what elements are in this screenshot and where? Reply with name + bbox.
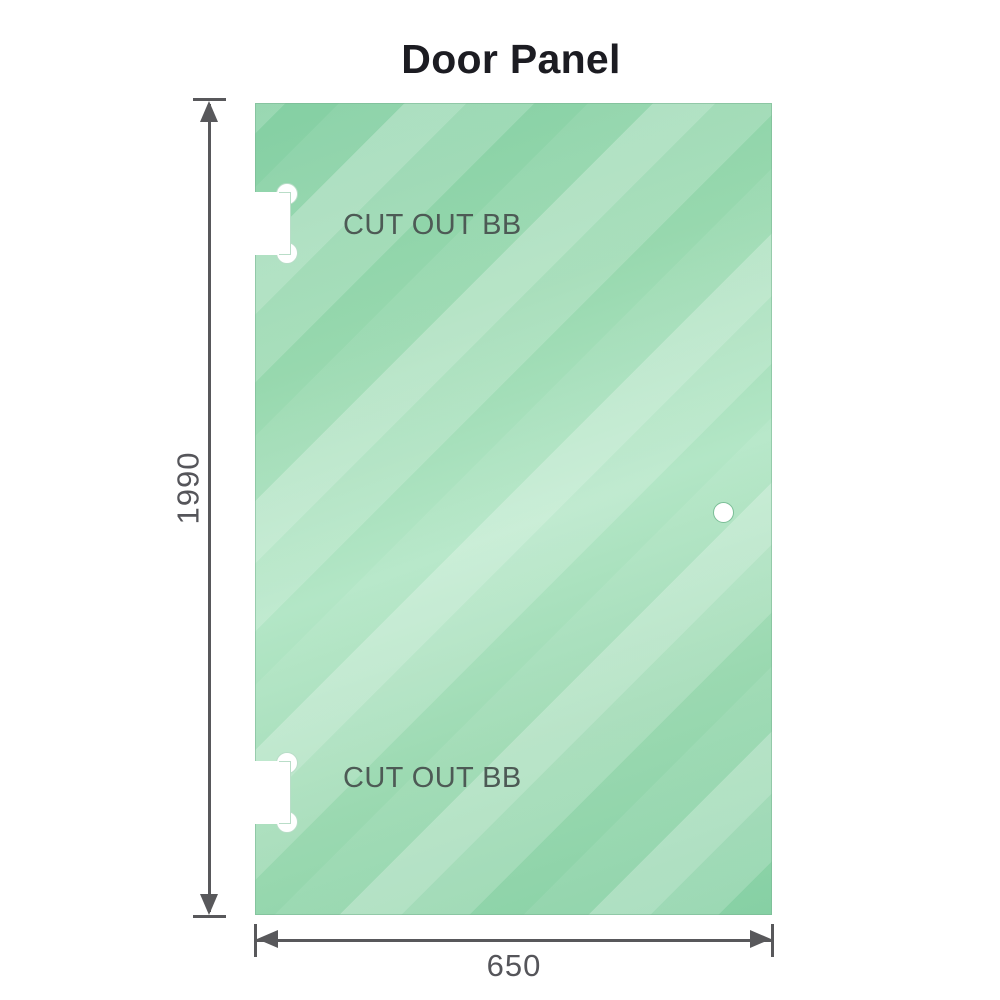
page-title: Door Panel: [401, 36, 621, 82]
hinge-cutout-bottom: [255, 752, 298, 833]
cutout-label-bottom: CUT OUT BB: [343, 762, 522, 794]
arrow-down-icon: [200, 894, 218, 915]
glass-surface: [255, 103, 772, 915]
cutout-edge-patch: [255, 761, 279, 824]
dimension-line-shaft: [256, 939, 772, 942]
arrow-right-icon: [750, 930, 771, 948]
dimension-cap-right: [771, 924, 774, 957]
arrow-up-icon: [200, 101, 218, 122]
dimension-line-shaft: [208, 104, 211, 912]
dimension-cap-bottom: [193, 915, 226, 918]
handle-hole-icon: [713, 502, 734, 523]
width-dimension-label: 650: [486, 948, 542, 983]
horizontal-dimension-line: [250, 924, 778, 957]
hinge-cutout-top: [255, 183, 298, 264]
cutout-edge-patch: [255, 192, 279, 255]
vertical-dimension-line: [193, 98, 226, 918]
height-dimension-label: 1990: [170, 451, 206, 525]
cutout-label-top: CUT OUT BB: [343, 209, 522, 241]
arrow-left-icon: [257, 930, 278, 948]
dimension-cap-left: [254, 924, 257, 957]
dimension-cap-top: [193, 98, 226, 101]
door-panel: CUT OUT BB CUT OUT BB: [255, 103, 772, 915]
